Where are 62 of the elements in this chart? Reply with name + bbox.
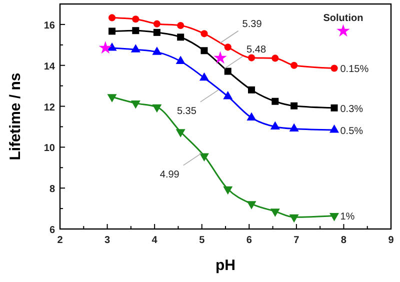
x-tick-label: 3 (104, 235, 111, 246)
point (336, 24, 350, 37)
point (246, 201, 256, 210)
point (272, 54, 279, 62)
x-axis-title: pH (216, 257, 236, 274)
point (200, 30, 208, 38)
point (98, 41, 112, 54)
annotation: 5.39 (242, 18, 262, 30)
point (272, 98, 279, 105)
point (177, 34, 184, 41)
annotation: 4.99 (160, 169, 180, 180)
y-axis-title: Lifetime / ns (7, 72, 24, 160)
point (130, 100, 140, 109)
y-tick-label: 12 (44, 102, 56, 114)
point (132, 16, 140, 23)
x-tick-label: 8 (340, 235, 347, 246)
x-tick-label: 5 (199, 235, 206, 246)
x-tick-label: 9 (388, 235, 394, 246)
point (200, 47, 208, 54)
point (176, 56, 186, 64)
x-tick-label: 6 (246, 235, 252, 246)
point (224, 44, 232, 51)
point (224, 68, 232, 75)
point (290, 102, 298, 110)
point (199, 72, 209, 81)
point (214, 51, 227, 64)
y-tick-label: 10 (44, 143, 56, 154)
point (152, 46, 162, 55)
point (152, 104, 162, 113)
x-tick-label: 4 (152, 235, 158, 246)
point (177, 22, 184, 29)
point (289, 214, 299, 223)
annotation: 5.35 (176, 106, 197, 117)
series-label: 0.5% (340, 126, 364, 137)
x-tick-label: 7 (294, 235, 300, 246)
point (330, 104, 338, 112)
point (270, 208, 280, 217)
point (199, 153, 209, 162)
series-label: 0.3% (340, 104, 364, 115)
point (153, 28, 160, 36)
point (107, 94, 117, 102)
series-label: 1% (340, 212, 355, 223)
point (223, 186, 233, 195)
y-tick-label: 8 (49, 184, 56, 196)
point (130, 44, 140, 52)
point (153, 20, 160, 28)
point (108, 28, 116, 35)
y-tick-label: 16 (44, 20, 56, 32)
point (248, 86, 256, 94)
annotation: 5.48 (246, 44, 266, 56)
y-tick-label: 6 (49, 225, 56, 236)
point (108, 14, 116, 22)
series-label: Solution (323, 13, 364, 24)
series-label: 0.15% (340, 64, 369, 76)
x-tick-label: 2 (57, 235, 64, 246)
point (330, 64, 338, 72)
point (330, 212, 340, 222)
point (132, 27, 140, 34)
y-tick-label: 14 (44, 61, 56, 72)
point (176, 129, 186, 138)
point (290, 62, 298, 69)
point (248, 54, 256, 62)
